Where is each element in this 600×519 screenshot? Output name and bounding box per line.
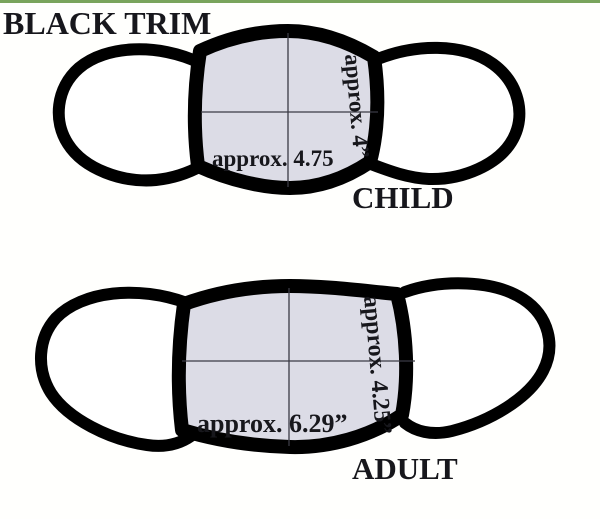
child-width-label: approx. 4.75	[212, 146, 334, 171]
child-right-ear-loop-icon	[365, 41, 526, 186]
child-mask-graphic	[52, 24, 526, 195]
adult-right-ear-loop-icon	[399, 277, 556, 439]
child-mask-body	[187, 24, 385, 195]
child-left-ear-loop-icon	[52, 43, 207, 187]
child-size-name: CHILD	[352, 180, 454, 215]
adult-size-name: ADULT	[352, 451, 458, 486]
top-border-line	[0, 0, 600, 3]
adult-left-ear-loop-icon	[35, 286, 197, 452]
adult-width-label: approx. 6.29”	[197, 409, 348, 438]
adult-mask-graphic	[35, 277, 556, 455]
page-title: BLACK TRIM	[3, 5, 212, 41]
adult-mask-body	[171, 279, 414, 455]
